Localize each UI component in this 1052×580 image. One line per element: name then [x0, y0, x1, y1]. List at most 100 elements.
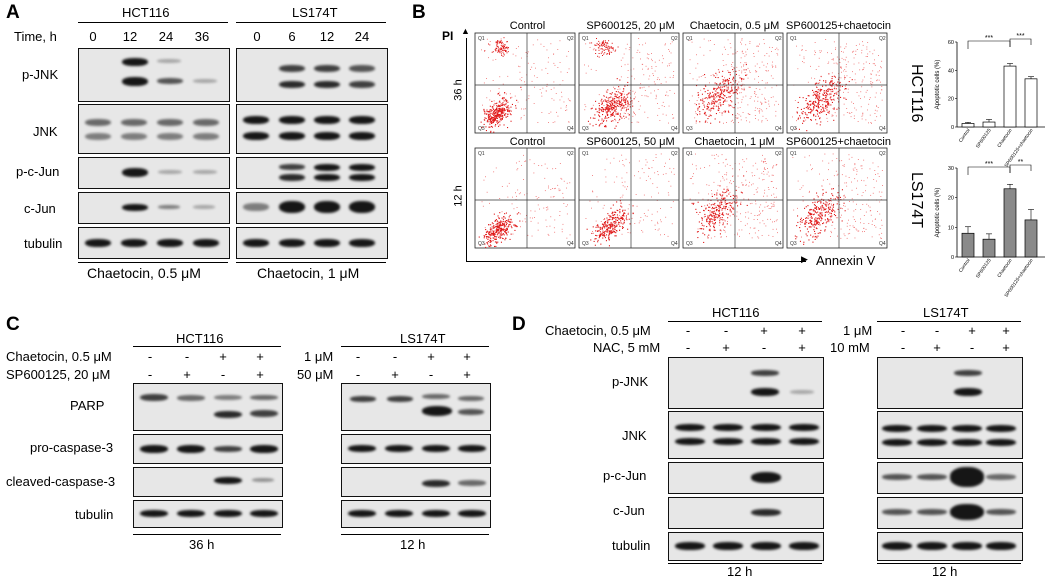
dot: [771, 87, 773, 89]
dot: [832, 206, 834, 208]
dot: [624, 209, 626, 211]
dot: [507, 115, 509, 117]
dot: [498, 48, 500, 50]
dot: [819, 79, 821, 81]
dot: [499, 230, 501, 232]
dot: [831, 160, 833, 162]
dot: [569, 182, 571, 184]
dot: [822, 85, 824, 87]
dot: [496, 241, 498, 243]
dot: [504, 49, 506, 51]
dot: [722, 177, 724, 179]
dot: [485, 130, 487, 132]
dot: [499, 108, 501, 110]
dot: [503, 54, 505, 56]
dot: [614, 222, 616, 224]
dot: [846, 222, 848, 224]
dot: [723, 179, 725, 181]
dot: [499, 116, 501, 118]
dot: [625, 116, 627, 118]
dot: [741, 229, 743, 231]
dot: [598, 234, 600, 236]
dot: [604, 231, 606, 233]
dot: [881, 219, 882, 221]
dot: [501, 108, 503, 110]
dot: [565, 110, 566, 111]
dot: [691, 41, 693, 43]
dot: [627, 232, 629, 233]
dot: [823, 107, 825, 109]
dot: [861, 115, 863, 117]
dot: [719, 112, 721, 113]
dot: [853, 219, 855, 220]
dot: [612, 223, 614, 225]
dot: [500, 220, 502, 222]
dot: [749, 41, 751, 42]
dot: [539, 208, 540, 210]
dot: [813, 104, 815, 106]
dot: [873, 179, 875, 180]
dot: [619, 115, 621, 117]
dot: [488, 231, 490, 233]
dot: [827, 101, 829, 103]
dot: [491, 106, 493, 108]
dot: [733, 122, 734, 124]
dot: [544, 190, 546, 192]
dot: [596, 196, 598, 198]
dot: [490, 230, 492, 232]
dot: [562, 223, 564, 225]
dot: [652, 73, 654, 75]
dot: [626, 219, 628, 221]
dot: [672, 114, 673, 115]
dot: [717, 214, 719, 216]
bar: [961, 123, 975, 128]
dot: [607, 219, 608, 221]
dot: [723, 188, 725, 190]
dot: [484, 227, 486, 229]
dot: [505, 237, 507, 239]
dot: [627, 208, 629, 210]
dot: [710, 109, 712, 111]
dot: [704, 234, 706, 236]
dot: [544, 177, 546, 179]
quadrant-label: Q2: [775, 36, 782, 42]
x-tick-label: Chaetocin: [996, 127, 1013, 148]
dot: [627, 81, 629, 83]
dot: [625, 48, 627, 50]
dot: [776, 228, 777, 230]
dot: [757, 100, 759, 102]
dot: [843, 202, 845, 204]
dot: [765, 118, 767, 120]
dot: [814, 104, 816, 106]
dot: [497, 105, 499, 107]
dot: [559, 189, 561, 191]
dot: [516, 213, 518, 215]
dot: [722, 101, 724, 103]
dot: [485, 117, 487, 119]
dot: [805, 98, 807, 100]
dot: [622, 226, 624, 228]
dot: [760, 109, 762, 111]
dot: [609, 111, 611, 113]
dot: [553, 188, 555, 190]
dot: [870, 77, 872, 79]
dot: [813, 226, 815, 228]
dot: [611, 230, 613, 232]
dot: [660, 234, 661, 236]
dot: [533, 163, 535, 165]
dot: [540, 43, 542, 45]
dot: [736, 90, 738, 92]
dot: [554, 219, 556, 221]
dot: [611, 109, 613, 111]
dot: [827, 204, 829, 206]
dot: [819, 124, 821, 126]
dot: [847, 208, 849, 210]
dot: [843, 164, 845, 166]
dot: [519, 66, 521, 68]
dot: [757, 96, 759, 98]
divider: [133, 534, 281, 535]
dot: [812, 102, 814, 104]
dot: [816, 222, 818, 224]
dot: [836, 108, 838, 110]
